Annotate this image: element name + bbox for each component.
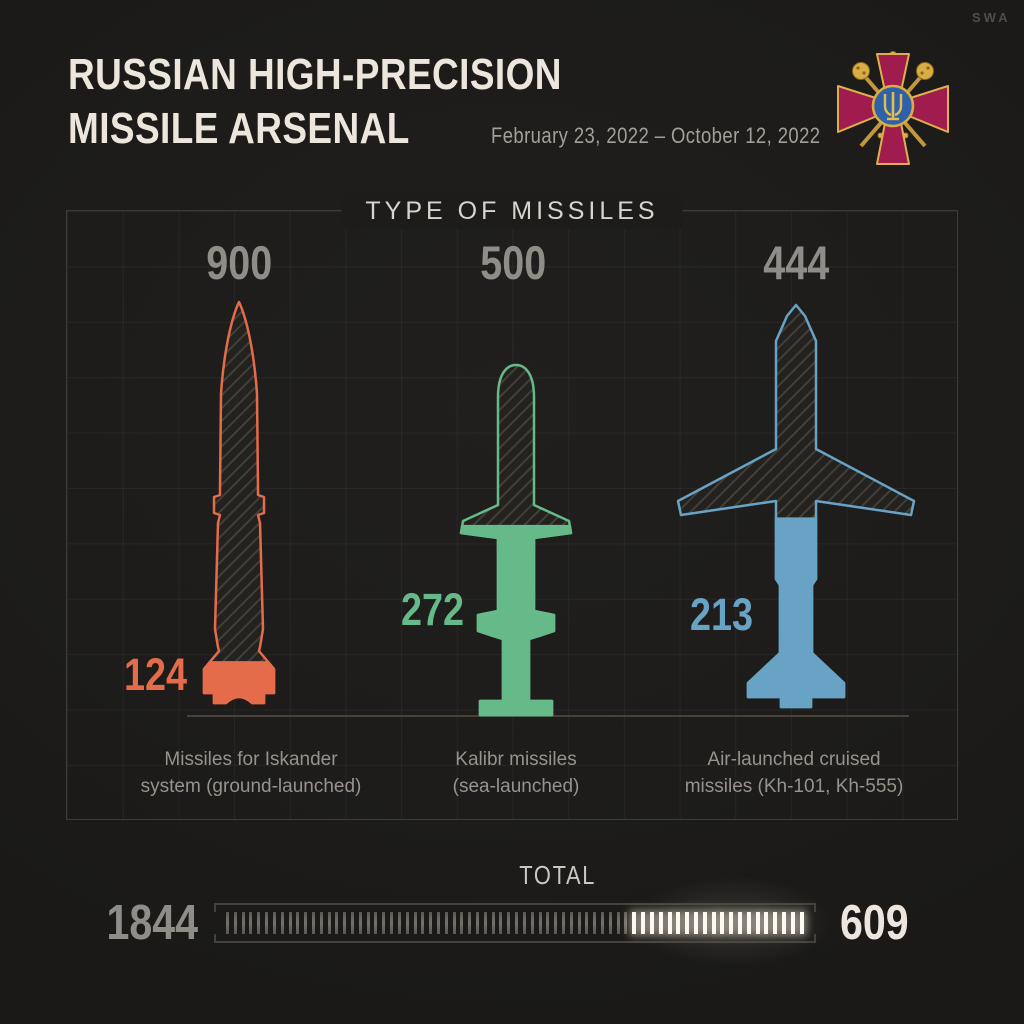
- bar-tick: [452, 912, 456, 934]
- bar-tick: [641, 912, 646, 934]
- bar-tick: [335, 912, 339, 934]
- bar-tick: [538, 912, 542, 934]
- watermark: SWA: [972, 10, 1011, 25]
- bar-tick: [702, 912, 707, 934]
- kalibr-missile-icon: [459, 363, 573, 717]
- kalibr-label: Kalibr missiles (sea-launched): [452, 749, 580, 797]
- bar-tick: [782, 912, 787, 934]
- bar-tick: [649, 912, 654, 934]
- bar-tick: [522, 912, 526, 934]
- bar-tick: [685, 912, 690, 934]
- iskander-remaining-count: 124: [123, 649, 187, 700]
- page-title-line1: RUSSIAN HIGH-PRECISION: [68, 50, 562, 99]
- total-progress-bar: [214, 903, 816, 943]
- bar-tick: [515, 912, 519, 934]
- total-start-value: 1844: [106, 896, 198, 950]
- kh101-label: Air-launched cruised missiles (Kh-101, K…: [684, 749, 904, 797]
- bar-tick: [280, 912, 284, 934]
- total-remaining-value: 609: [840, 896, 909, 950]
- page-title-line2-row: MISSILE ARSENAL February 23, 2022 – Octo…: [68, 104, 883, 154]
- bar-tick: [755, 912, 760, 934]
- ukraine-mod-emblem: [825, 40, 955, 170]
- bar-tick: [288, 912, 292, 934]
- panel-title: TYPE OF MISSILES: [341, 193, 683, 229]
- bar-tick: [304, 912, 308, 934]
- kh101-missile-icon: [676, 303, 916, 709]
- bar-tick: [483, 912, 487, 934]
- bar-tick: [790, 912, 795, 934]
- bar-tick: [530, 912, 534, 934]
- bar-tick: [676, 912, 681, 934]
- bar-tick: [499, 912, 503, 934]
- bar-tick: [608, 912, 612, 934]
- bar-tick: [358, 912, 362, 934]
- bar-tick: [593, 912, 597, 934]
- bar-tick: [405, 912, 409, 934]
- bar-tick: [468, 912, 472, 934]
- kh101-total-count: 444: [763, 236, 829, 289]
- bar-tick: [319, 912, 323, 934]
- bar-tick: [429, 912, 433, 934]
- bar-tick: [585, 912, 589, 934]
- bar-tick: [476, 912, 479, 934]
- emblem-icon: [837, 50, 949, 165]
- bar-tick: [249, 912, 253, 934]
- bar-tick: [460, 912, 464, 934]
- bar-tick: [257, 912, 261, 934]
- bar-tick: [764, 912, 769, 934]
- bar-tick: [382, 912, 386, 934]
- bar-tick: [693, 912, 698, 934]
- bar-tick: [738, 912, 742, 934]
- bar-tick: [374, 912, 378, 934]
- bar-tick: [327, 912, 331, 934]
- bar-tick: [624, 912, 628, 934]
- bar-tick: [343, 912, 347, 934]
- bar-tick: [746, 912, 751, 934]
- missiles-panel: TYPE OF MISSILES 900 500 444 124 272 213…: [66, 193, 958, 820]
- bar-tick: [241, 912, 245, 934]
- bar-tick: [421, 912, 425, 934]
- bar-tick: [296, 912, 300, 934]
- bar-tick: [507, 912, 511, 934]
- bar-tick: [351, 912, 354, 934]
- total-label: TOTAL: [519, 860, 597, 890]
- iskander-missile-icon: [202, 300, 276, 705]
- bar-tick: [444, 912, 448, 934]
- bar-tick: [773, 912, 778, 934]
- kh101-remaining-count: 213: [689, 589, 753, 640]
- bar-tick: [658, 912, 663, 934]
- bar-tick: [436, 912, 440, 934]
- bar-tick: [711, 912, 716, 934]
- kalibr-remaining-count: 272: [400, 584, 464, 635]
- iskander-total-count: 900: [206, 236, 272, 289]
- kalibr-total-count: 500: [480, 236, 546, 289]
- bar-tick: [226, 912, 229, 934]
- bar-tick: [667, 912, 672, 934]
- bar-tick: [569, 912, 573, 934]
- bar-tick: [799, 912, 804, 934]
- page-title-line2: MISSILE ARSENAL: [68, 104, 410, 153]
- bar-tick: [413, 912, 417, 934]
- bar-tick: [577, 912, 581, 934]
- bar-tick: [265, 912, 269, 934]
- bar-tick: [632, 912, 637, 934]
- bar-tick: [397, 912, 401, 934]
- iskander-label: Missiles for Iskander system (ground-lau…: [140, 749, 362, 797]
- total-ticks: [226, 912, 804, 934]
- date-range: February 23, 2022 – October 12, 2022: [490, 123, 821, 148]
- bar-tick: [272, 912, 276, 934]
- bar-tick: [601, 912, 604, 934]
- bar-tick: [546, 912, 550, 934]
- bar-tick: [491, 912, 495, 934]
- bar-tick: [554, 912, 558, 934]
- bar-tick: [720, 912, 725, 934]
- bar-tick: [729, 912, 734, 934]
- bar-tick: [390, 912, 394, 934]
- bar-tick: [311, 912, 315, 934]
- bar-tick: [616, 912, 620, 934]
- bar-tick: [561, 912, 565, 934]
- bar-tick: [233, 912, 237, 934]
- bar-tick: [366, 912, 370, 934]
